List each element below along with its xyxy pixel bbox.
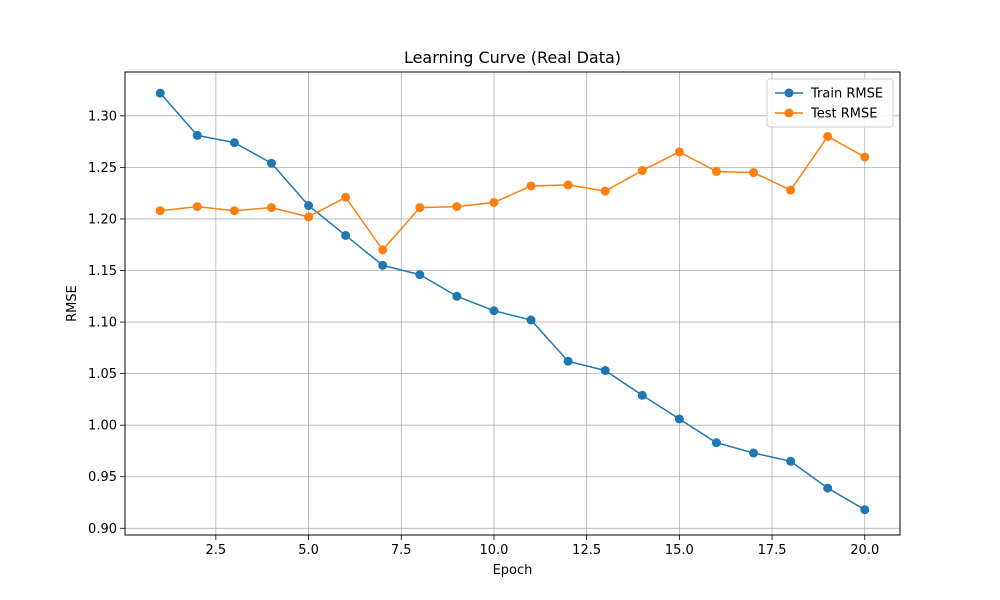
legend: Train RMSE Test RMSE — [766, 78, 894, 128]
x-tick-label: 17.5 — [758, 543, 787, 558]
data-point — [860, 152, 870, 162]
data-point — [229, 138, 239, 148]
y-tick-label: 0.90 — [88, 522, 117, 537]
x-axis-title: Epoch — [493, 563, 533, 578]
data-point — [304, 201, 314, 211]
data-point — [155, 88, 165, 98]
data-point — [749, 448, 759, 458]
data-point — [452, 202, 462, 212]
data-point — [823, 483, 833, 493]
legend-item: Test RMSE — [775, 107, 877, 122]
series-layer — [155, 88, 870, 515]
data-point — [155, 206, 165, 216]
data-point — [452, 291, 462, 301]
data-point — [563, 180, 573, 190]
data-point — [711, 438, 721, 448]
legend-label: Train RMSE — [810, 87, 883, 102]
x-tick-label: 2.5 — [206, 543, 227, 558]
data-point — [378, 260, 388, 270]
y-tick-label: 1.25 — [88, 161, 117, 176]
y-tick-label: 1.30 — [88, 109, 117, 124]
data-point — [192, 130, 202, 140]
y-tick-label: 1.05 — [88, 367, 117, 382]
data-point — [563, 356, 573, 366]
series-line — [160, 135, 866, 251]
y-tick-label: 1.10 — [88, 316, 117, 331]
y-tick-label: 1.15 — [88, 264, 117, 279]
data-point — [489, 197, 499, 207]
plot-area-frame — [124, 71, 901, 536]
data-point — [341, 192, 351, 202]
chart-title: Learning Curve (Real Data) — [404, 48, 621, 67]
data-point — [749, 168, 759, 178]
data-point — [674, 147, 684, 157]
data-point — [341, 230, 351, 240]
data-point — [600, 186, 610, 196]
data-point — [823, 131, 833, 141]
data-point — [266, 158, 276, 168]
data-point — [489, 306, 499, 316]
data-point — [860, 505, 870, 515]
legend-label: Test RMSE — [810, 107, 877, 122]
data-point — [266, 203, 276, 213]
x-tick-label: 10.0 — [479, 543, 508, 558]
data-point — [229, 206, 239, 216]
x-tick-label: 7.5 — [391, 543, 412, 558]
legend-marker — [784, 88, 794, 98]
legend-marker — [784, 108, 794, 118]
x-tick-label: 12.5 — [572, 543, 601, 558]
data-point — [600, 366, 610, 376]
data-point — [637, 390, 647, 400]
data-point — [674, 414, 684, 424]
x-tick-label: 20.0 — [850, 543, 879, 558]
legend-item: Train RMSE — [775, 87, 883, 102]
data-point — [415, 203, 425, 213]
data-point — [526, 181, 536, 191]
y-tick-label: 1.20 — [88, 212, 117, 227]
x-tick-label: 15.0 — [665, 543, 694, 558]
data-point — [378, 245, 388, 255]
data-point — [304, 212, 314, 222]
ticks-layer: 2.5 5.0 7.5 10.0 12.5 15.0 17.5 20.0 0.90 0.95 1.0… — [88, 109, 879, 558]
data-point — [415, 270, 425, 280]
series-line — [159, 92, 866, 511]
legend-box — [766, 78, 894, 128]
x-tick-label: 5.0 — [298, 543, 319, 558]
data-point — [786, 185, 796, 195]
data-point — [711, 167, 721, 177]
y-axis-title: RMSE — [65, 285, 80, 322]
y-tick-label: 1.00 — [88, 419, 117, 434]
data-point — [192, 202, 202, 212]
series-train-rmse — [155, 88, 870, 515]
data-point — [526, 315, 536, 325]
series-test-rmse — [155, 131, 870, 255]
data-point — [637, 165, 647, 175]
grid-layer — [125, 72, 900, 535]
data-point — [786, 456, 796, 466]
y-tick-label: 0.95 — [88, 470, 117, 485]
